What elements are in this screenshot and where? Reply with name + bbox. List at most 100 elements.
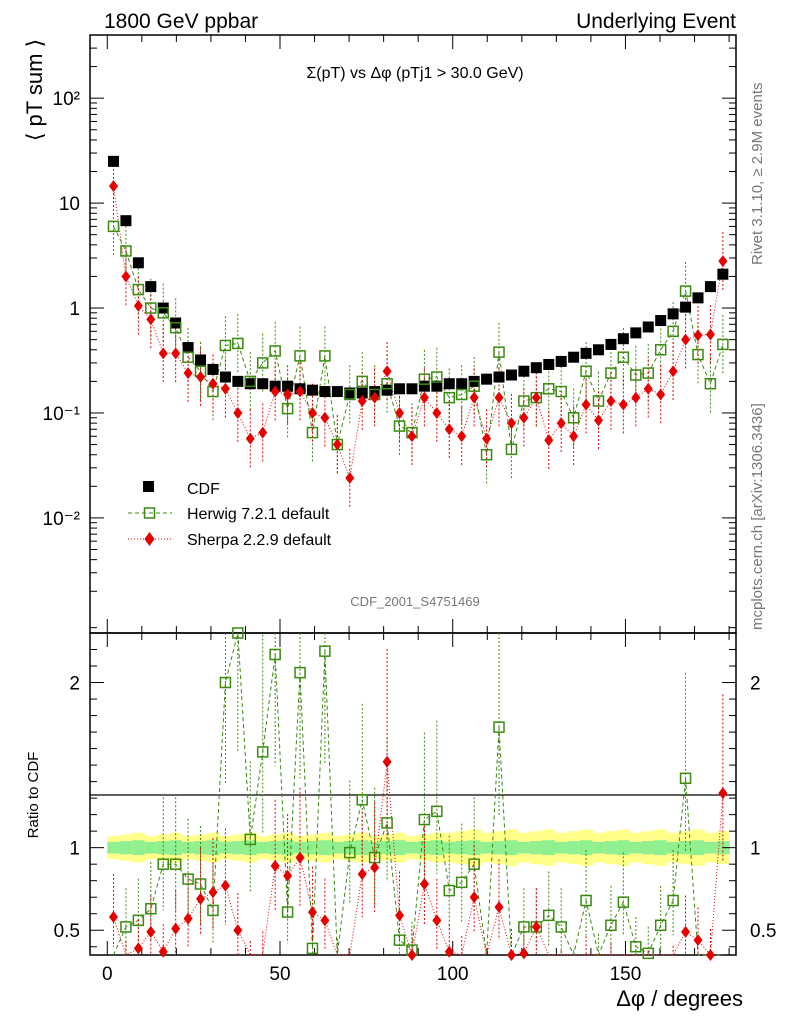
ratio-stat-band <box>356 840 370 856</box>
herwig-marker <box>219 339 232 352</box>
ratio-stat-band <box>256 841 270 854</box>
herwig-marker <box>692 348 704 361</box>
sherpa-marker <box>395 406 405 419</box>
ratio-sherpa-marker <box>283 869 293 882</box>
ratio-herwig-marker <box>269 648 281 661</box>
ratio-frame <box>89 632 737 956</box>
cdf-marker <box>195 354 207 366</box>
cdf-marker <box>306 384 318 396</box>
ratio-sherpa-marker <box>705 949 715 961</box>
ratio-sherpa-marker <box>183 912 193 925</box>
cdf-marker <box>344 387 356 399</box>
x-tick-label: 150 <box>610 964 642 985</box>
herwig-marker <box>555 385 567 398</box>
ratio-stat-band <box>405 841 419 854</box>
x-axis-label: Δφ / degrees <box>616 986 743 1011</box>
ratio-sherpa-marker <box>208 886 218 899</box>
ratio-stat-band <box>530 841 544 855</box>
ratio-y-tick-label-left: 2 <box>69 674 80 695</box>
ratio-herwig-marker <box>381 817 393 829</box>
ratio-stat-band <box>691 840 705 856</box>
sherpa-marker <box>121 270 131 283</box>
ratio-sherpa-marker <box>432 914 442 927</box>
herwig-marker <box>480 448 493 461</box>
herwig-marker <box>493 346 505 358</box>
ratio-stat-band <box>579 840 593 856</box>
ratio-stat-band <box>666 841 680 854</box>
sherpa-marker <box>594 414 604 427</box>
ratio-y-tick-label-right: 1 <box>750 839 761 860</box>
ratio-sherpa-marker <box>370 861 380 874</box>
ratio-y-tick-label-right: 0.5 <box>750 921 776 942</box>
ratio-herwig-marker <box>244 833 257 846</box>
ratio-stat-band <box>467 840 481 856</box>
sherpa-marker <box>643 382 653 395</box>
cdf-marker <box>717 268 729 280</box>
ratio-herwig-marker <box>182 873 194 885</box>
cdf-marker <box>642 321 654 333</box>
sherpa-marker <box>171 347 181 360</box>
ratio-herwig-marker <box>281 906 294 918</box>
herwig-marker <box>468 380 480 392</box>
ratio-plot-panel: Ratio to CDF Δφ / degrees 0.5 0.5 1 1 2 2 0 50 1… <box>25 627 776 1011</box>
ratio-stat-band <box>331 841 345 854</box>
cdf-marker <box>132 257 144 269</box>
ratio-stat-band <box>492 841 506 855</box>
legend-cdf-label: CDF <box>187 481 220 498</box>
sherpa-marker <box>258 426 268 439</box>
herwig-marker <box>717 338 729 351</box>
herwig-marker <box>132 283 145 296</box>
ratio-stat-band <box>517 841 531 854</box>
cdf-marker <box>568 351 580 363</box>
herwig-marker <box>630 369 642 381</box>
sherpa-marker <box>332 438 342 451</box>
ratio-herwig-marker <box>443 884 456 897</box>
sherpa-marker <box>432 406 442 419</box>
cdf-marker <box>555 355 567 367</box>
herwig-marker <box>306 426 319 439</box>
sherpa-marker <box>457 430 467 443</box>
ratio-stat-band <box>505 840 519 856</box>
cdf-marker <box>406 383 418 395</box>
sherpa-marker <box>108 180 118 193</box>
sherpa-marker <box>519 411 529 424</box>
ratio-sherpa-marker <box>407 949 417 961</box>
sherpa-marker <box>681 333 691 346</box>
legend-cdf-marker <box>143 481 154 492</box>
ratio-herwig-marker <box>654 919 667 932</box>
ratio-stat-band <box>654 840 668 856</box>
ratio-sherpa-marker <box>531 920 541 933</box>
herwig-marker <box>679 285 692 297</box>
cdf-marker <box>356 387 368 399</box>
ratio-herwig-marker <box>555 921 567 933</box>
herwig-marker <box>232 337 244 350</box>
sherpa-marker <box>606 395 616 408</box>
ratio-stat-band <box>119 841 133 855</box>
herwig-marker <box>418 373 431 385</box>
herwig-marker <box>120 245 132 257</box>
ratio-stat-band <box>268 841 282 855</box>
cdf-marker <box>244 378 256 390</box>
cdf-marker <box>257 378 269 390</box>
herwig-marker <box>244 375 257 388</box>
cdf-marker <box>145 281 157 293</box>
cdf-marker <box>493 371 505 383</box>
sherpa-marker <box>469 391 479 404</box>
herwig-marker <box>443 391 456 404</box>
ratio-herwig-marker <box>667 894 679 907</box>
sherpa-marker <box>183 367 193 380</box>
ratio-herwig-marker <box>232 627 244 639</box>
cdf-marker <box>617 333 629 345</box>
ratio-herwig-marker <box>455 876 468 889</box>
ratio-herwig-marker <box>393 934 406 946</box>
sherpa-marker <box>544 434 554 447</box>
herwig-marker <box>505 443 518 456</box>
herwig-connecting-line <box>113 226 724 455</box>
cdf-marker <box>107 155 119 167</box>
cdf-marker <box>655 315 667 327</box>
ratio-stat-band <box>554 841 569 854</box>
x-tick-label: 50 <box>269 964 290 985</box>
ratio-stat-band <box>318 840 332 856</box>
herwig-marker <box>319 350 331 362</box>
